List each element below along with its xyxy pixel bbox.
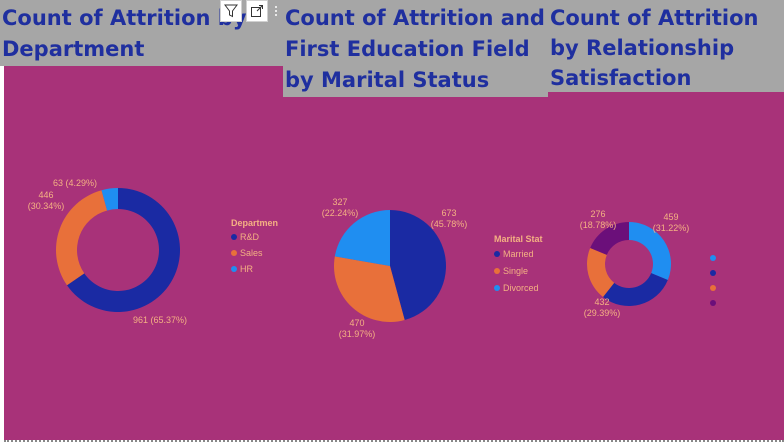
data-label: 961 (65.37%) — [133, 315, 187, 325]
legend-marker — [710, 285, 716, 291]
data-label: 673 — [441, 208, 456, 218]
pie-slice — [334, 256, 405, 322]
legend-item: HR — [240, 264, 253, 274]
legend-title: Marital Stat — [494, 234, 543, 244]
legend-item: Married — [503, 249, 534, 259]
data-label: 459 — [663, 212, 678, 222]
legend-marker — [231, 266, 237, 272]
pie-slice — [603, 273, 668, 307]
data-label: 63 (4.29%) — [53, 178, 97, 188]
legend-marker — [710, 300, 716, 306]
pie-slice — [101, 188, 118, 211]
data-label: (31.97%) — [339, 329, 376, 339]
pie-slice — [586, 247, 615, 298]
filter-icon[interactable] — [220, 0, 242, 22]
legend-marker — [494, 285, 500, 291]
pie-slice — [55, 190, 108, 286]
more-options-icon[interactable] — [272, 0, 280, 22]
legend-marker — [494, 268, 500, 274]
data-label: (45.78%) — [431, 219, 468, 229]
visual-toolbar — [220, 0, 280, 22]
focus-mode-icon[interactable] — [246, 0, 268, 22]
pie-slice — [390, 210, 446, 321]
legend-marker — [494, 251, 500, 257]
pie-slice — [590, 222, 629, 255]
data-label: (29.39%) — [584, 308, 621, 318]
legend-item: Sales — [240, 248, 263, 258]
data-label: 432 — [594, 297, 609, 307]
legend-item: Single — [503, 266, 528, 276]
legend-title: Departmen — [231, 218, 278, 228]
data-label: 470 — [349, 318, 364, 328]
data-label: (18.78%) — [580, 220, 617, 230]
legend-marker — [710, 270, 716, 276]
legend-marker — [710, 255, 716, 261]
pie-slice — [629, 222, 671, 281]
pie-slice — [66, 188, 181, 312]
legend-marker — [231, 234, 237, 240]
pie-slice — [334, 210, 390, 266]
data-label: (31.22%) — [653, 223, 690, 233]
data-label: 327 — [332, 197, 347, 207]
legend-item: R&D — [240, 232, 260, 242]
canvas-bottom-border — [4, 438, 784, 442]
data-label: 276 — [590, 209, 605, 219]
legend-item: Divorced — [503, 283, 539, 293]
data-label: (22.24%) — [322, 208, 359, 218]
legend-marker — [231, 250, 237, 256]
data-label: 446 — [38, 190, 53, 200]
chart-title-education-marital: Count of Attrition and First Education F… — [283, 0, 548, 97]
chart-title-relationship: Count of Attrition by Relationship Satis… — [548, 0, 784, 92]
data-label: (30.34%) — [28, 201, 65, 211]
